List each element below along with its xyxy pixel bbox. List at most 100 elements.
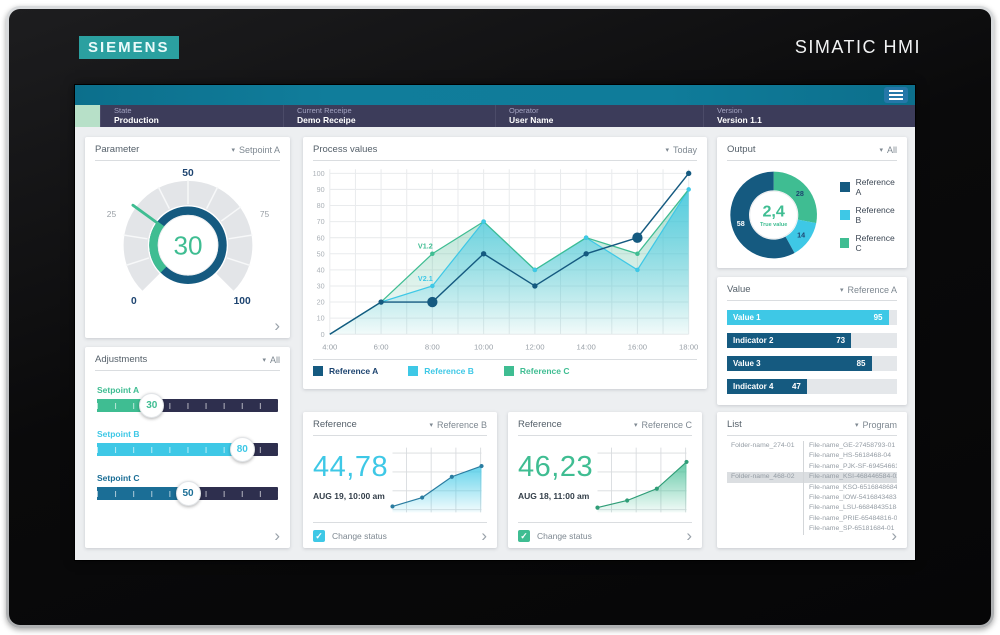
reference-title: Reference bbox=[313, 419, 357, 430]
svg-text:12:00: 12:00 bbox=[525, 343, 544, 352]
reference-b-value: 44,78 bbox=[313, 451, 389, 483]
chevron-down-icon: ▾ bbox=[854, 421, 859, 429]
slider-knob[interactable]: 30 bbox=[139, 393, 165, 418]
list-title: List bbox=[727, 419, 742, 430]
value-indicator-bars: Value 1 95 Indicator 2 73 Value 3 85 Indicator… bbox=[717, 301, 907, 394]
hamburger-menu-icon[interactable] bbox=[884, 87, 908, 103]
gauge-tick-label: 0 bbox=[131, 296, 137, 307]
output-dropdown[interactable]: ▾ All bbox=[879, 144, 897, 155]
chevron-down-icon: ▾ bbox=[665, 146, 669, 154]
slider-track[interactable]: 80 bbox=[97, 437, 278, 462]
change-status-checkbox-c[interactable]: ✓ Change status bbox=[518, 529, 592, 542]
slider-knob[interactable]: 80 bbox=[229, 437, 255, 462]
chevron-down-icon: ▾ bbox=[231, 146, 235, 154]
legend-item: Reference C bbox=[839, 233, 901, 253]
reference-c-more-chevron[interactable]: › bbox=[686, 526, 692, 545]
process-values-card: Process values ▾ Today 0 10 20 30 40 50 60 70 80… bbox=[303, 137, 707, 389]
device-bezel: SIEMENS SIMATIC HMI State Production Curre… bbox=[9, 9, 991, 625]
svg-text:0: 0 bbox=[321, 330, 325, 339]
checkbox-check-icon: ✓ bbox=[518, 529, 530, 542]
list-item[interactable]: File-name_IOW-5416843483-01 bbox=[727, 493, 897, 504]
donut-center-label: True value bbox=[760, 222, 787, 228]
chevron-down-icon: ▾ bbox=[429, 421, 433, 429]
slider-track[interactable]: 50 bbox=[97, 481, 278, 506]
reference-b-dropdown[interactable]: ▾ Reference B bbox=[429, 419, 487, 430]
adjustments-dropdown[interactable]: ▾ All bbox=[262, 354, 280, 365]
svg-text:16:00: 16:00 bbox=[628, 343, 647, 352]
list-item[interactable]: File-name_LSU-6684843518-02 bbox=[727, 503, 897, 514]
list-item[interactable]: File-name_KSO-6516848684-01 bbox=[727, 482, 897, 494]
chart-annotation: V2.1 bbox=[418, 274, 433, 283]
output-card: Output ▾ All 28 14 58 2,4 True value Referen… bbox=[717, 137, 907, 268]
gauge-tick-label: 25 bbox=[106, 209, 116, 219]
list-item[interactable]: File-name_PRIE-65484816-03 bbox=[727, 513, 897, 525]
legend-item: Reference B bbox=[408, 366, 474, 376]
parameter-more-chevron[interactable]: › bbox=[274, 316, 280, 335]
slider-knob[interactable]: 50 bbox=[175, 481, 201, 506]
indicator-bar: Value 3 85 bbox=[727, 356, 897, 371]
file-list: Folder-name_274-01 File-name_GE-27458793-… bbox=[727, 441, 897, 535]
product-name: SIMATIC HMI bbox=[794, 37, 921, 57]
gauge-tick-label: 75 bbox=[259, 209, 269, 219]
reference-b-sparkline bbox=[390, 447, 484, 513]
svg-text:30: 30 bbox=[173, 231, 202, 261]
setpoint-gauge: 30 0 25 50 75 100 bbox=[85, 163, 290, 320]
value-dropdown[interactable]: ▾ Reference A bbox=[839, 284, 897, 295]
svg-text:14:00: 14:00 bbox=[576, 343, 595, 352]
slider-setpoint-b: Setpoint B 80 bbox=[97, 429, 278, 462]
list-item[interactable]: Folder-name_274-01 File-name_GE-27458793-… bbox=[727, 441, 897, 452]
hmi-screen: State Production Current Receipe Demo Recei… bbox=[75, 85, 915, 560]
indicator-bar: Value 1 95 bbox=[727, 310, 897, 325]
svg-text:80: 80 bbox=[317, 201, 325, 210]
list-item[interactable]: File-name_PJK-SF-694546618-01 bbox=[727, 461, 897, 473]
legend-item: Reference C bbox=[503, 366, 570, 376]
process-values-dropdown[interactable]: ▾ Today bbox=[665, 144, 697, 155]
hmi-device-frame: SIEMENS SIMATIC HMI State Production Curre… bbox=[6, 6, 994, 628]
donut-segment-label: 14 bbox=[797, 231, 805, 240]
svg-text:10: 10 bbox=[317, 314, 325, 323]
svg-text:8:00: 8:00 bbox=[425, 343, 440, 352]
reference-title: Reference bbox=[518, 419, 562, 430]
parameter-title: Parameter bbox=[95, 144, 140, 155]
reference-b-timestamp: AUG 19, 10:00 am bbox=[313, 491, 385, 501]
list-item[interactable]: Folder-name_468-02 File-name_KSI-46844658… bbox=[727, 472, 897, 483]
reference-c-value: 46,23 bbox=[518, 451, 594, 483]
list-item[interactable]: File-name_HS-5618468-04 bbox=[727, 451, 897, 462]
status-field-operator: Operator User Name bbox=[495, 105, 703, 127]
top-bar bbox=[75, 85, 915, 105]
adjustments-more-chevron[interactable]: › bbox=[274, 526, 280, 545]
svg-text:60: 60 bbox=[317, 233, 325, 242]
reference-c-card: Reference ▾ Reference C 46,23 AUG 18, 11… bbox=[508, 412, 702, 548]
reference-c-dropdown[interactable]: ▾ Reference C bbox=[633, 419, 692, 430]
svg-text:40: 40 bbox=[317, 265, 325, 274]
indicator-bar: Indicator 4 47 bbox=[727, 379, 897, 394]
reference-b-more-chevron[interactable]: › bbox=[481, 526, 487, 545]
status-field-version: Version Version 1.1 bbox=[703, 105, 915, 127]
checkbox-check-icon: ✓ bbox=[313, 529, 325, 542]
list-item[interactable]: File-name_SP-65181684-01 bbox=[727, 524, 897, 535]
process-values-chart: 0 10 20 30 40 50 60 70 80 90 100 4:00 6:00 8:00 10:00 1… bbox=[313, 169, 699, 352]
gauge-tick-label: 100 bbox=[233, 296, 250, 307]
output-legend: Reference A Reference B Reference C bbox=[839, 177, 901, 253]
svg-text:20: 20 bbox=[317, 298, 325, 307]
value-title: Value bbox=[727, 284, 751, 295]
process-values-legend: Reference A Reference B Reference C bbox=[313, 359, 697, 376]
list-more-chevron[interactable]: › bbox=[891, 526, 897, 545]
list-dropdown[interactable]: ▾ Program bbox=[854, 419, 897, 430]
svg-text:90: 90 bbox=[317, 185, 325, 194]
parameter-dropdown[interactable]: ▾ Setpoint A bbox=[231, 144, 280, 155]
svg-text:6:00: 6:00 bbox=[374, 343, 389, 352]
svg-text:4:00: 4:00 bbox=[322, 343, 337, 352]
change-status-checkbox-b[interactable]: ✓ Change status bbox=[313, 529, 387, 542]
output-title: Output bbox=[727, 144, 756, 155]
chevron-down-icon: ▾ bbox=[262, 356, 266, 364]
reference-c-sparkline bbox=[595, 447, 689, 513]
indicator-bar: Indicator 2 73 bbox=[727, 333, 897, 348]
status-field-state: State Production bbox=[100, 105, 283, 127]
donut-segment-label: 28 bbox=[796, 189, 804, 198]
setpoint-sliders: Setpoint A 30 Setpoint B 80 Setpoint C 50 bbox=[85, 371, 290, 506]
slider-track[interactable]: 30 bbox=[97, 393, 278, 418]
reference-c-timestamp: AUG 18, 11:00 am bbox=[518, 491, 590, 501]
